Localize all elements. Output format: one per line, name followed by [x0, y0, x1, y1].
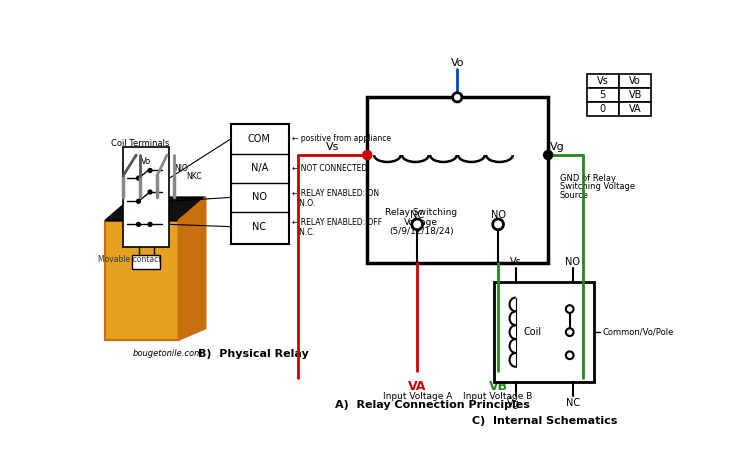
Text: Vo: Vo — [629, 76, 641, 86]
Text: NC: NC — [410, 210, 424, 220]
Circle shape — [148, 169, 152, 172]
Bar — [619, 88, 651, 102]
Bar — [123, 147, 169, 247]
Text: ← NOT CONNECTED: ← NOT CONNECTED — [292, 164, 368, 173]
Circle shape — [412, 219, 422, 230]
Text: Relay Switching: Relay Switching — [385, 208, 457, 217]
Text: 5: 5 — [600, 90, 606, 100]
Text: NC: NC — [566, 398, 580, 408]
Circle shape — [566, 305, 573, 313]
Circle shape — [566, 351, 573, 359]
Text: Input Voltage B: Input Voltage B — [464, 392, 533, 401]
Bar — [587, 88, 619, 102]
Text: ← RELAY ENABLED: ON: ← RELAY ENABLED: ON — [292, 189, 380, 198]
Text: Coil Terminals: Coil Terminals — [111, 139, 169, 148]
Text: NIO: NIO — [174, 164, 188, 174]
Text: Vs: Vs — [510, 257, 522, 267]
Text: VA: VA — [629, 104, 642, 114]
Text: (5/9/12/18/24): (5/9/12/18/24) — [389, 227, 453, 236]
Text: COM: COM — [248, 134, 271, 144]
Polygon shape — [105, 220, 179, 340]
Text: N/A: N/A — [251, 163, 268, 173]
Text: NC: NC — [252, 222, 266, 232]
Text: Input Voltage A: Input Voltage A — [383, 392, 452, 401]
Text: bougetonile.com: bougetonile.com — [132, 349, 202, 358]
Text: Vo: Vo — [450, 58, 464, 68]
Text: Source: Source — [559, 191, 589, 200]
Circle shape — [148, 190, 152, 194]
Circle shape — [137, 176, 141, 180]
Text: VB: VB — [489, 380, 508, 393]
Text: Vs: Vs — [326, 142, 339, 153]
Bar — [587, 102, 619, 116]
Text: NO: NO — [252, 192, 267, 202]
Text: NKC: NKC — [186, 172, 202, 181]
Text: N.O.: N.O. — [292, 199, 316, 208]
Polygon shape — [179, 197, 205, 340]
Text: C)  Internal Schematics: C) Internal Schematics — [472, 416, 617, 425]
Circle shape — [453, 93, 462, 102]
Text: GND of Relay: GND of Relay — [559, 174, 616, 183]
Polygon shape — [105, 197, 205, 220]
Circle shape — [545, 151, 552, 159]
Text: VA: VA — [408, 380, 426, 393]
Circle shape — [492, 219, 503, 230]
Text: B)  Physical Relay: B) Physical Relay — [198, 349, 308, 359]
Text: Vs: Vs — [597, 76, 609, 86]
Bar — [132, 255, 160, 269]
Text: Ṽg: Ṽg — [507, 397, 520, 409]
Text: VB: VB — [629, 90, 642, 100]
Text: Switching Voltage: Switching Voltage — [559, 182, 635, 191]
Text: A)  Relay Connection Principles: A) Relay Connection Principles — [335, 400, 530, 410]
Bar — [231, 124, 289, 244]
Text: Common/Vo/Pole: Common/Vo/Pole — [602, 327, 673, 337]
Text: Movable contact: Movable contact — [98, 255, 161, 263]
Bar — [495, 282, 595, 382]
Bar — [587, 74, 619, 88]
Text: ← positive from appliance: ← positive from appliance — [292, 134, 392, 143]
Bar — [367, 97, 548, 263]
Text: Vo: Vo — [141, 157, 152, 166]
Text: NO: NO — [491, 210, 506, 220]
Bar — [619, 102, 651, 116]
Circle shape — [137, 199, 141, 203]
Text: 0: 0 — [600, 104, 606, 114]
Circle shape — [137, 223, 141, 226]
Circle shape — [148, 223, 152, 226]
Text: ← RELAY ENABLED: OFF: ← RELAY ENABLED: OFF — [292, 218, 383, 227]
Text: Voltage: Voltage — [404, 218, 438, 227]
Text: Coil: Coil — [524, 327, 542, 337]
Text: N.C.: N.C. — [292, 229, 315, 237]
Text: NO: NO — [565, 257, 580, 267]
Bar — [619, 74, 651, 88]
Circle shape — [364, 151, 371, 159]
Circle shape — [566, 328, 573, 336]
Text: Vg: Vg — [550, 142, 565, 153]
